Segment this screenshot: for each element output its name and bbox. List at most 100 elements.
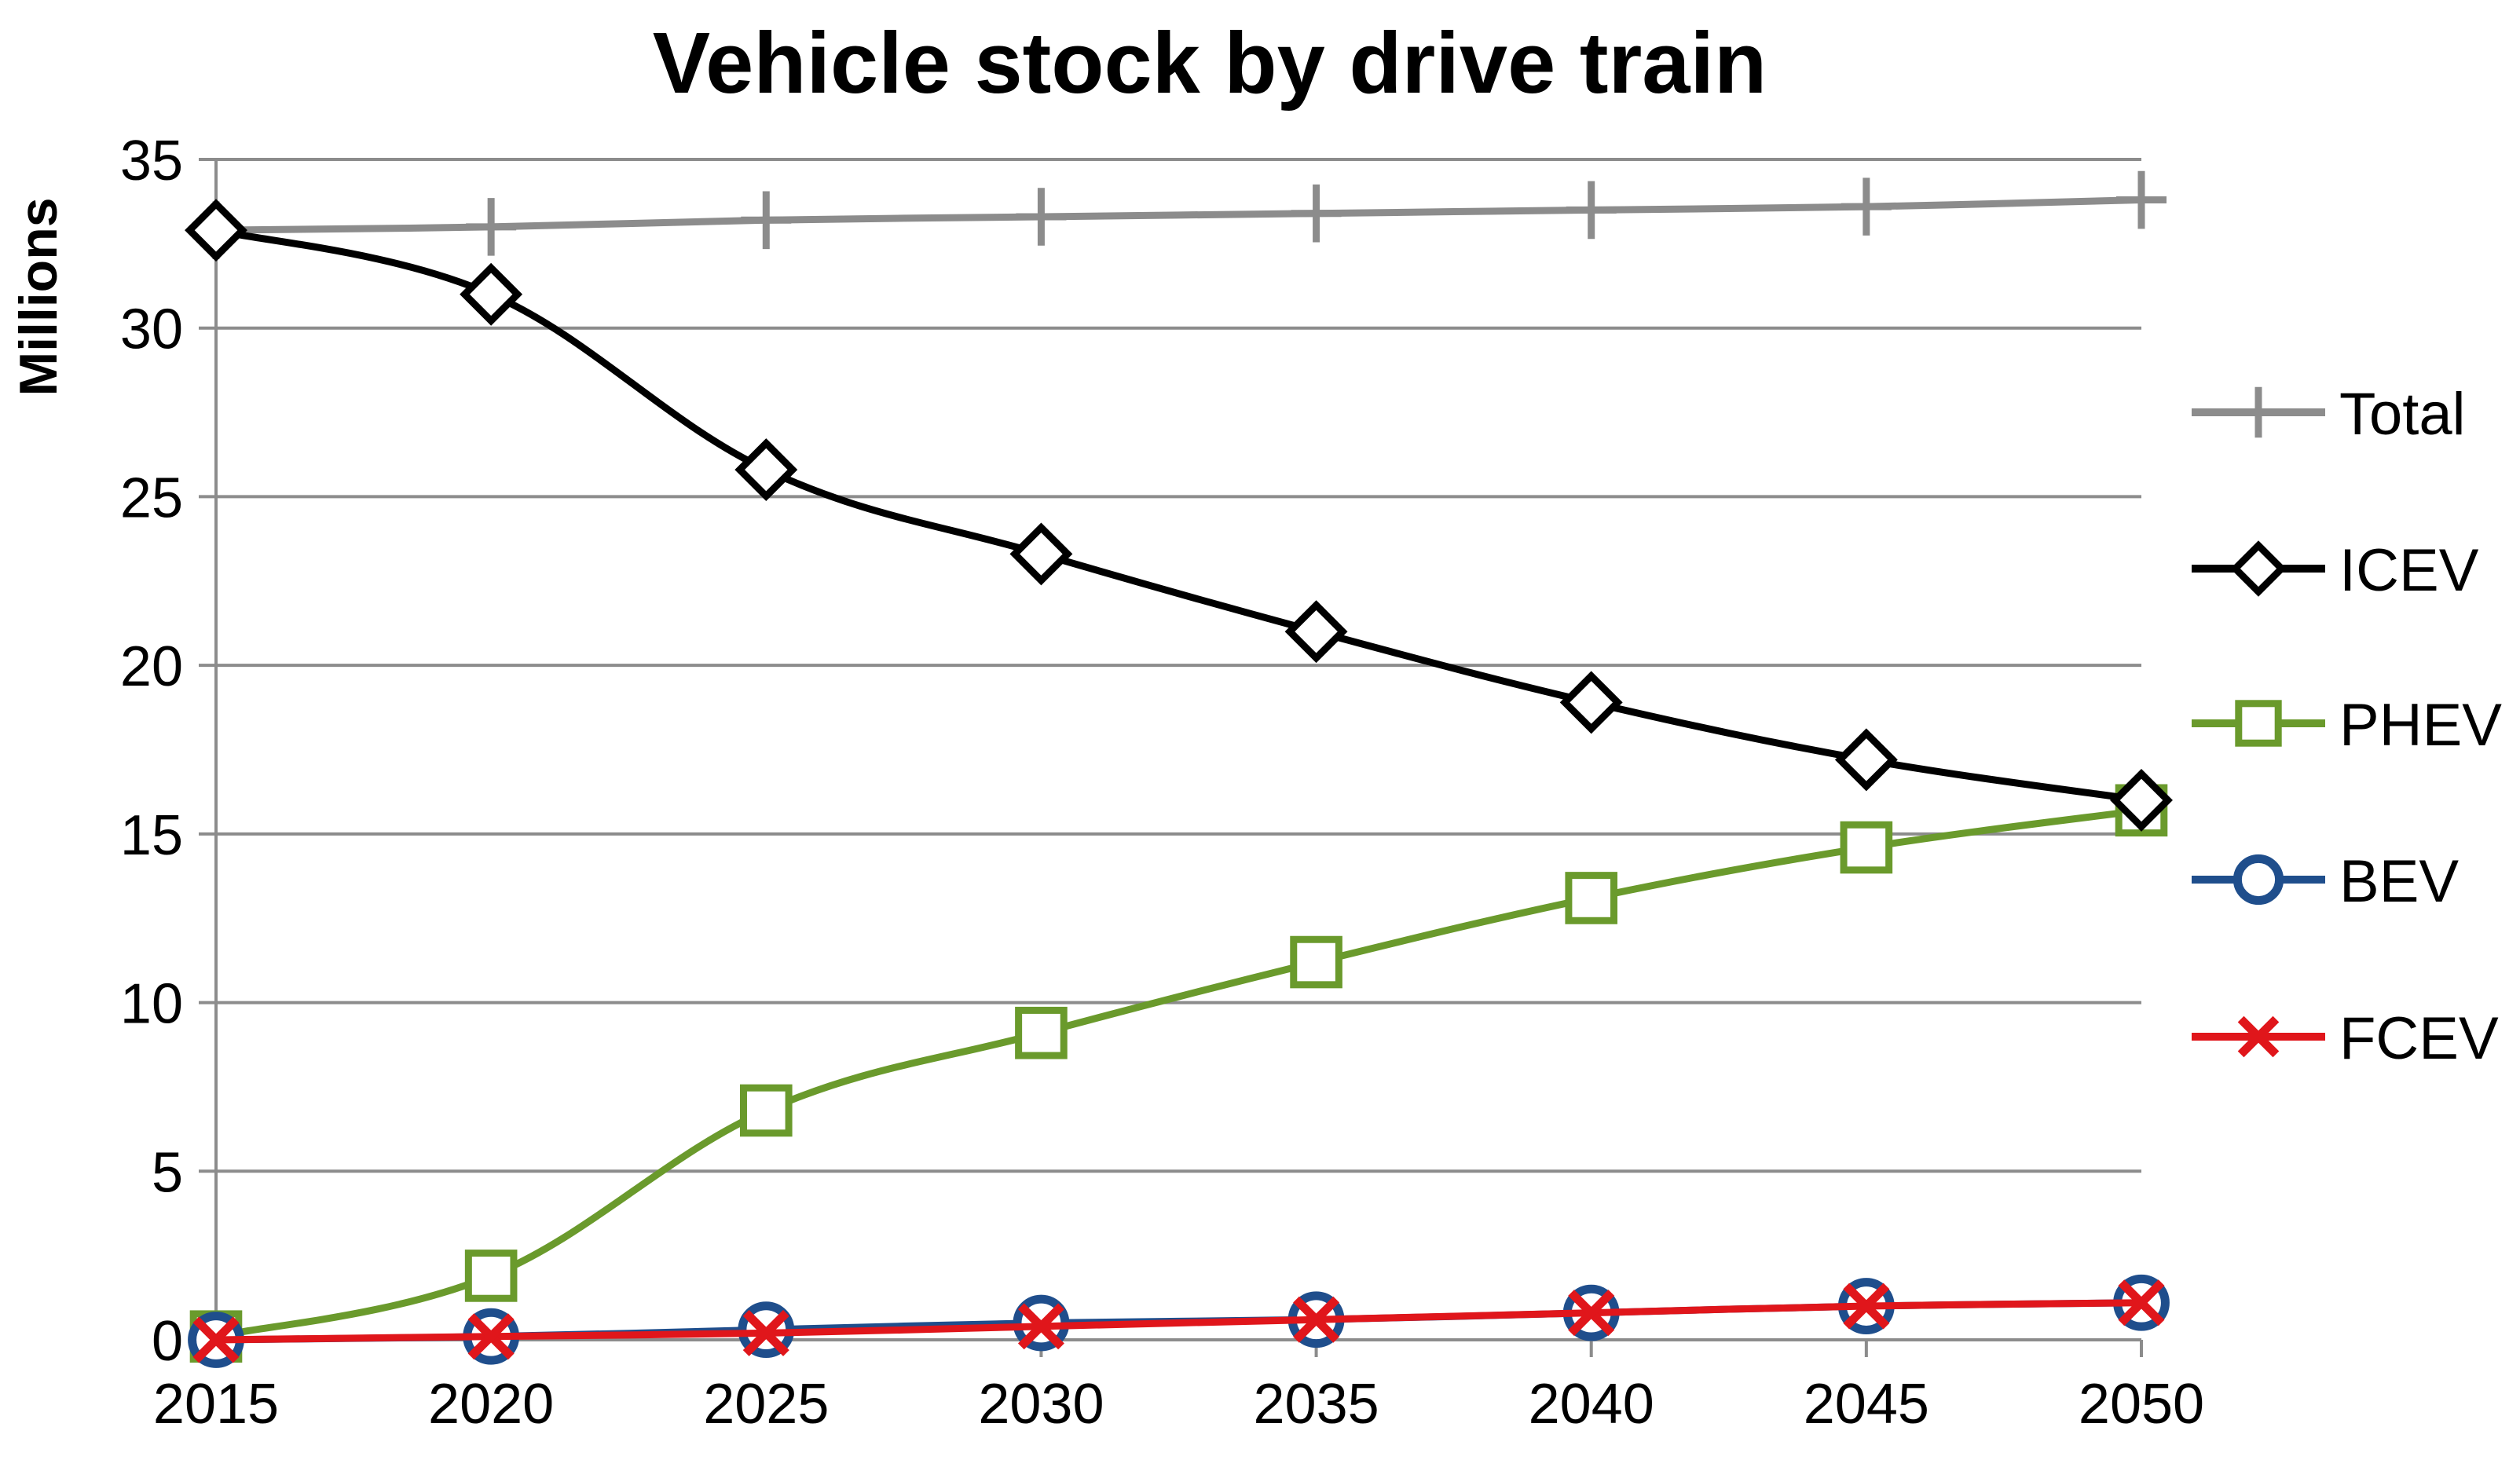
x-tick-label: 2045 (1804, 1373, 1929, 1436)
chart-title: Vehicle stock by drive train (653, 15, 1767, 112)
point-icev-2015 (185, 199, 247, 262)
point-fcev-2015 (192, 1316, 240, 1363)
legend-marker-fcev (2237, 1015, 2280, 1058)
marker-shape (1009, 522, 1073, 586)
point-icev-2045 (1834, 728, 1898, 792)
point-icev-2035 (1284, 600, 1348, 664)
marker-stroke (1017, 1303, 1064, 1350)
point-fcev-2025 (742, 1309, 789, 1356)
marker-shape (734, 438, 798, 502)
marker-shape (1840, 821, 1893, 874)
x-tick-label: 2040 (1529, 1373, 1654, 1436)
y-tick-label: 0 (152, 1310, 183, 1373)
point-phev-2035 (1290, 935, 1342, 989)
marker-stroke (1293, 1296, 1340, 1343)
marker-shape (1559, 671, 1623, 734)
marker-shape (1290, 935, 1342, 989)
point-icev-2030 (1009, 522, 1073, 586)
marker-shape (1565, 872, 1618, 924)
y-axis-label: Millions (9, 197, 68, 396)
marker-stroke (467, 1313, 515, 1360)
marker-stroke (2237, 1015, 2280, 1058)
x-tick-label: 2050 (2079, 1373, 2204, 1436)
series-fcev (192, 1279, 2165, 1363)
series-icev (185, 199, 2173, 832)
marker-shape (739, 1084, 793, 1137)
legend-marker-icev (2230, 540, 2287, 597)
point-fcev-2050 (2118, 1279, 2165, 1326)
series-total (191, 170, 2167, 259)
marker-shape (2235, 700, 2282, 747)
x-tick-label: 2025 (703, 1373, 829, 1436)
line-icev (212, 226, 2145, 804)
point-fcev-2030 (1017, 1303, 1064, 1350)
legend-marker-phev (2235, 700, 2282, 747)
point-icev-2025 (734, 438, 798, 502)
point-fcev-2040 (1568, 1290, 1615, 1337)
point-phev-2030 (1015, 1006, 1068, 1059)
series-lines (185, 170, 2173, 1368)
y-tick-label: 25 (120, 467, 183, 529)
point-total-2020 (466, 198, 517, 256)
marker-shape (2110, 768, 2173, 832)
point-fcev-2020 (467, 1313, 515, 1360)
line-total (212, 196, 2145, 234)
point-icev-2040 (1559, 671, 1623, 734)
point-icev-2020 (460, 262, 523, 326)
legend-label-phev: PHEV (2339, 692, 2502, 759)
x-tick-label: 2030 (978, 1373, 1104, 1436)
marker-shape (460, 262, 523, 326)
marker-shape (464, 1250, 518, 1302)
point-total-2035 (1291, 184, 1342, 243)
y-tick-label: 10 (120, 973, 183, 1036)
point-phev-2020 (464, 1250, 518, 1302)
point-total-2025 (741, 191, 792, 250)
legend-item-fcev: FCEV (2192, 1005, 2499, 1072)
point-fcev-2045 (1843, 1283, 1890, 1330)
point-phev-2025 (739, 1084, 793, 1137)
marker-stroke (1568, 1290, 1615, 1337)
legend-item-total: Total (2192, 381, 2466, 448)
marker-shape (185, 199, 247, 262)
y-tick-label: 15 (120, 804, 183, 867)
y-tick-label: 5 (152, 1141, 183, 1204)
x-tick-label: 2035 (1253, 1373, 1379, 1436)
legend: Total ICEV PHEV BEV FCEV (2192, 381, 2502, 1072)
marker-stroke (192, 1316, 240, 1363)
legend-marker-bev (2232, 854, 2284, 906)
marker-shape (2232, 854, 2284, 906)
point-total-2040 (1566, 181, 1617, 240)
point-icev-2050 (2110, 768, 2173, 832)
y-tick-label: 35 (120, 130, 183, 192)
marker-stroke (2118, 1279, 2165, 1326)
series-phev (189, 784, 2168, 1363)
marker-shape (1284, 600, 1348, 664)
legend-item-icev: ICEV (2192, 537, 2479, 604)
y-tick-label: 30 (120, 298, 183, 361)
legend-label-icev: ICEV (2339, 537, 2479, 604)
line-phev (212, 807, 2145, 1341)
legend-marker-total (2236, 386, 2280, 438)
marker-shape (1834, 728, 1898, 792)
point-phev-2045 (1840, 821, 1893, 874)
y-tick-label: 20 (120, 635, 183, 698)
point-total-2030 (1016, 188, 1067, 246)
x-tick-label: 2015 (153, 1373, 279, 1436)
x-tick-label: 2020 (428, 1373, 554, 1436)
marker-stroke (1843, 1283, 1890, 1330)
legend-label-total: Total (2339, 381, 2466, 448)
gridlines (216, 158, 2141, 1173)
legend-item-phev: PHEV (2192, 692, 2502, 759)
legend-item-bev: BEV (2192, 848, 2459, 915)
legend-label-fcev: FCEV (2339, 1005, 2499, 1072)
line-fcev (212, 1299, 2145, 1344)
point-total-2050 (2116, 170, 2167, 229)
legend-label-bev: BEV (2339, 848, 2459, 915)
point-phev-2040 (1565, 872, 1618, 924)
marker-shape (2230, 540, 2287, 597)
point-total-2045 (1841, 177, 1892, 236)
point-fcev-2035 (1293, 1296, 1340, 1343)
marker-shape (1015, 1006, 1068, 1059)
